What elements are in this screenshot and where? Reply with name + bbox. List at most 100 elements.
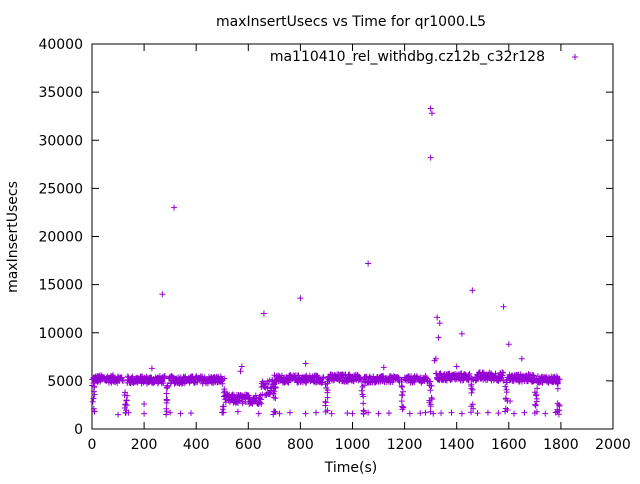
- y-tick-label: 25000: [38, 181, 83, 197]
- data-point: [422, 409, 429, 416]
- data-point: [324, 387, 331, 394]
- data-point: [359, 383, 366, 390]
- data-point-outlier: [500, 303, 507, 310]
- x-tick-label: 600: [235, 437, 262, 453]
- data-point: [91, 408, 98, 415]
- data-point: [270, 381, 277, 388]
- data-point: [163, 399, 170, 406]
- plot-frame: [91, 43, 614, 430]
- data-point: [141, 400, 148, 407]
- data-point: [313, 409, 320, 416]
- data-point: [221, 375, 228, 382]
- data-point-outlier: [302, 360, 309, 367]
- data-point: [187, 410, 194, 417]
- data-point: [359, 379, 366, 386]
- data-point: [530, 372, 537, 379]
- data-point: [400, 404, 407, 411]
- data-point: [406, 410, 413, 417]
- data-point: [219, 409, 226, 416]
- data-point: [532, 401, 539, 408]
- legend-marker-plus: [572, 54, 578, 60]
- data-point: [448, 409, 455, 416]
- data-point: [164, 383, 171, 390]
- data-point: [219, 380, 226, 387]
- data-point: [531, 375, 538, 382]
- data-point: [255, 410, 262, 417]
- data-point: [177, 410, 184, 417]
- data-point: [427, 387, 434, 394]
- data-point: [265, 381, 272, 388]
- x-tick-label: 200: [131, 437, 158, 453]
- y-tick-label: 20000: [38, 230, 83, 246]
- y-axis-label: maxInsertUsecs: [5, 181, 21, 293]
- data-point: [534, 385, 541, 392]
- data-point: [398, 383, 405, 390]
- data-point: [552, 409, 559, 416]
- x-axis-label: Time(s): [324, 460, 377, 476]
- data-point: [468, 409, 475, 416]
- data-point: [375, 410, 382, 417]
- data-point: [542, 410, 549, 417]
- data-point: [259, 391, 266, 398]
- data-point-outlier: [431, 357, 438, 364]
- y-tick-label: 5000: [47, 374, 83, 390]
- data-point: [124, 392, 131, 399]
- data-point: [90, 395, 97, 402]
- data-point: [554, 406, 561, 413]
- data-point: [470, 376, 477, 383]
- data-point: [90, 405, 97, 412]
- x-tick-label: 400: [183, 437, 210, 453]
- data-point: [221, 392, 228, 399]
- data-point: [163, 385, 170, 392]
- data-point: [468, 381, 475, 388]
- chart-title: maxInsertUsecs vs Time for qr1000.L5: [216, 14, 486, 30]
- y-tick-label: 0: [74, 422, 83, 438]
- y-tick-label: 10000: [38, 326, 83, 342]
- data-point: [502, 408, 509, 415]
- data-point: [502, 383, 509, 390]
- data-point: [271, 388, 278, 395]
- data-point: [458, 410, 465, 417]
- data-point: [532, 402, 539, 409]
- data-point: [220, 403, 227, 410]
- data-point-outlier: [365, 260, 372, 267]
- data-point: [328, 410, 335, 417]
- data-point: [399, 392, 406, 399]
- data-point: [161, 373, 168, 380]
- y-tick-label: 35000: [38, 85, 83, 101]
- data-point-outlier: [427, 154, 434, 161]
- data-point: [91, 375, 98, 382]
- legend-marker: [572, 54, 578, 60]
- data-point: [234, 408, 241, 415]
- data-point: [468, 389, 475, 396]
- data-point-outlier: [380, 364, 387, 371]
- data-point-outlier: [260, 310, 267, 317]
- data-point: [239, 400, 246, 407]
- data-point: [91, 391, 98, 398]
- data-point: [533, 391, 540, 398]
- data-point: [276, 410, 283, 417]
- data-point-outlier: [237, 368, 244, 375]
- data-point: [533, 398, 540, 405]
- data-point: [125, 409, 132, 416]
- data-point: [322, 402, 329, 409]
- data-point: [283, 374, 290, 381]
- data-point: [257, 399, 264, 406]
- data-point: [286, 409, 293, 416]
- data-point: [399, 403, 406, 410]
- data-point: [285, 379, 292, 386]
- data-point-outlier: [297, 295, 304, 302]
- data-point: [176, 375, 183, 382]
- legend: ma110410_rel_withdbg.cz12b_c32r128: [270, 49, 578, 65]
- data-point: [556, 402, 563, 409]
- data-point: [322, 408, 329, 415]
- data-point: [115, 411, 122, 418]
- data-point: [385, 410, 392, 417]
- data-point: [349, 410, 356, 417]
- data-point: [398, 376, 405, 383]
- data-point: [513, 375, 520, 382]
- data-point: [138, 373, 145, 380]
- data-point: [495, 410, 502, 417]
- data-point-outlier: [148, 365, 155, 372]
